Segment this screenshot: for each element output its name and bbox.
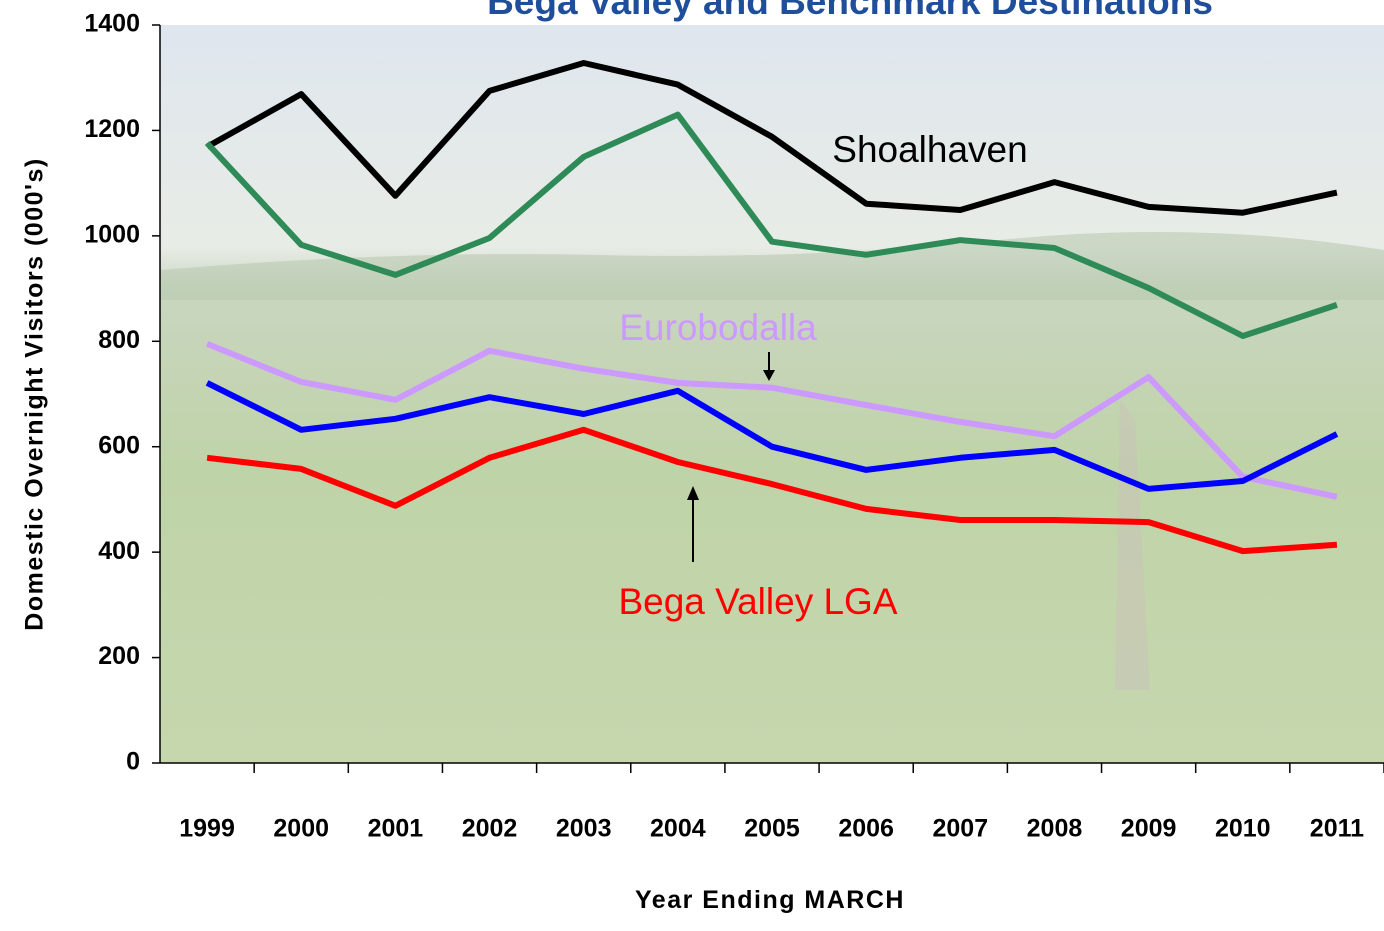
x-tick-label: 2001 (368, 815, 424, 843)
arrowhead (763, 370, 775, 381)
x-tick-label: 2002 (462, 815, 518, 843)
y-tick-label: 600 (98, 431, 140, 459)
x-tick-label: 1999 (179, 815, 235, 843)
tree-trunk (1115, 400, 1150, 690)
series-line (204, 111, 1338, 339)
series-label: Bega Valley LGA (618, 581, 897, 622)
arrowhead (687, 486, 699, 500)
y-tick-label: 1400 (84, 10, 140, 38)
x-tick-label: 2008 (1027, 815, 1083, 843)
series-label: Shoalhaven (832, 129, 1027, 170)
x-axis-title: Year Ending MARCH (635, 886, 905, 914)
x-tick-label: 2010 (1215, 815, 1271, 843)
x-tick-label: 2009 (1121, 815, 1177, 843)
y-tick-label: 800 (98, 326, 140, 354)
series-label: Eurobodalla (619, 307, 817, 348)
y-tick-label: 0 (126, 748, 140, 776)
x-tick-label: 2005 (744, 815, 800, 843)
series-line (205, 60, 1338, 216)
series-line (206, 426, 1338, 555)
x-tick-label: 2007 (932, 815, 988, 843)
y-tick-label: 400 (98, 537, 140, 565)
x-tick-label: 2003 (556, 815, 612, 843)
y-axis-title: Domestic Overnight Visitors (000's) (21, 157, 49, 630)
x-tick-label: 2006 (838, 815, 894, 843)
y-tick-label: 1000 (84, 220, 140, 248)
x-tick-label: 2004 (650, 815, 706, 843)
x-tick-label: 2000 (273, 815, 329, 843)
series-line (205, 341, 1338, 500)
hills (160, 232, 1384, 300)
y-tick-label: 200 (98, 642, 140, 670)
series-line (205, 380, 1339, 492)
x-tick-label: 2011 (1310, 815, 1364, 843)
chart-title: Bega Valley and Benchmark Destinations (487, 0, 1213, 22)
y-tick-label: 1200 (84, 115, 140, 143)
